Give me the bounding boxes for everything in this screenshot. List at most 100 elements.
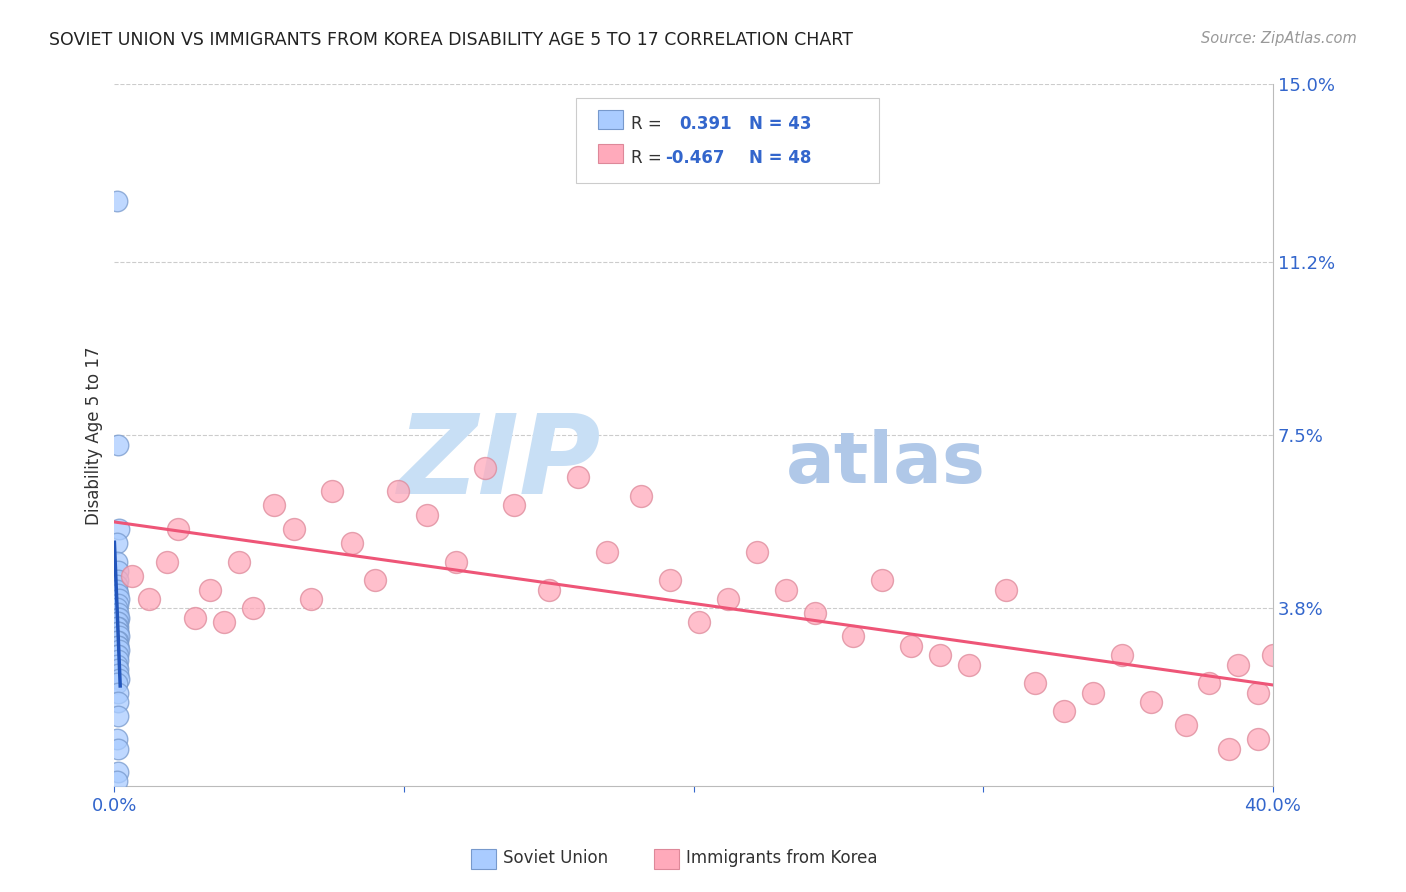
Point: [474, 461, 496, 475]
Point: [155, 555, 177, 569]
Text: N = 43: N = 43: [749, 115, 811, 133]
Point: [957, 657, 980, 672]
Point: [1261, 648, 1284, 662]
Point: [167, 522, 190, 536]
Point: [107, 611, 129, 625]
Point: [214, 615, 236, 630]
Point: [804, 606, 827, 620]
Point: [138, 592, 160, 607]
Point: [747, 545, 769, 559]
Point: [503, 499, 526, 513]
Point: [870, 574, 893, 588]
Point: [900, 639, 922, 653]
Point: [105, 620, 128, 634]
Point: [107, 620, 129, 634]
Point: [1198, 676, 1220, 690]
Point: [107, 437, 129, 451]
Point: [107, 639, 129, 653]
Point: [1247, 685, 1270, 699]
Point: [107, 597, 129, 611]
Text: -0.467: -0.467: [665, 149, 724, 167]
Point: [105, 774, 128, 789]
Point: [928, 648, 950, 662]
Point: [321, 484, 343, 499]
Point: [105, 555, 128, 569]
Point: [107, 522, 129, 536]
Point: [1174, 718, 1197, 732]
Point: [1218, 741, 1240, 756]
Text: SOVIET UNION VS IMMIGRANTS FROM KOREA DISABILITY AGE 5 TO 17 CORRELATION CHART: SOVIET UNION VS IMMIGRANTS FROM KOREA DI…: [49, 31, 853, 49]
Point: [105, 536, 128, 550]
Point: [105, 634, 128, 648]
Point: [567, 470, 589, 484]
Text: Immigrants from Korea: Immigrants from Korea: [686, 849, 877, 867]
Point: [107, 587, 129, 601]
Point: [228, 555, 250, 569]
Point: [107, 564, 129, 578]
Point: [1227, 657, 1250, 672]
Point: [105, 615, 128, 630]
Point: [107, 611, 129, 625]
Point: [387, 484, 409, 499]
Point: [107, 765, 129, 780]
Point: [107, 630, 129, 644]
Point: [105, 732, 128, 747]
Point: [107, 685, 129, 699]
Point: [108, 643, 131, 657]
Point: [1083, 685, 1105, 699]
Point: [105, 578, 128, 592]
Point: [107, 634, 129, 648]
Point: [416, 508, 439, 522]
Point: [184, 611, 207, 625]
Point: [107, 606, 129, 620]
Point: [1024, 676, 1046, 690]
Point: [107, 574, 129, 588]
Point: [842, 630, 865, 644]
Point: [105, 648, 128, 662]
Point: [108, 592, 131, 607]
Point: [263, 499, 285, 513]
Point: [995, 582, 1018, 597]
Point: [299, 592, 322, 607]
Point: [364, 574, 387, 588]
Point: [283, 522, 305, 536]
Point: [537, 582, 560, 597]
Point: [105, 657, 128, 672]
Point: [659, 574, 682, 588]
Point: [107, 624, 129, 639]
Point: [444, 555, 467, 569]
Point: [340, 536, 363, 550]
Text: Source: ZipAtlas.com: Source: ZipAtlas.com: [1201, 31, 1357, 46]
Text: atlas: atlas: [786, 429, 986, 498]
Point: [107, 615, 129, 630]
Point: [630, 489, 652, 503]
Point: [688, 615, 710, 630]
Text: 0.391: 0.391: [679, 115, 731, 133]
Text: R =: R =: [631, 149, 662, 167]
Point: [596, 545, 619, 559]
Point: [105, 194, 128, 209]
Point: [1053, 704, 1076, 718]
Point: [105, 582, 128, 597]
Point: [107, 741, 129, 756]
Point: [1140, 695, 1163, 709]
Y-axis label: Disability Age 5 to 17: Disability Age 5 to 17: [86, 346, 103, 524]
Point: [107, 648, 129, 662]
Point: [717, 592, 740, 607]
Point: [775, 582, 797, 597]
Text: R =: R =: [631, 115, 662, 133]
Point: [107, 709, 129, 723]
Point: [1247, 732, 1270, 747]
Point: [105, 676, 128, 690]
Point: [105, 601, 128, 615]
Point: [107, 639, 129, 653]
Point: [198, 582, 221, 597]
Text: ZIP: ZIP: [398, 409, 600, 516]
Point: [107, 653, 129, 667]
Point: [107, 666, 129, 681]
Point: [108, 672, 131, 686]
Point: [107, 695, 129, 709]
Point: [107, 662, 129, 676]
Point: [242, 601, 264, 615]
Point: [1111, 648, 1133, 662]
